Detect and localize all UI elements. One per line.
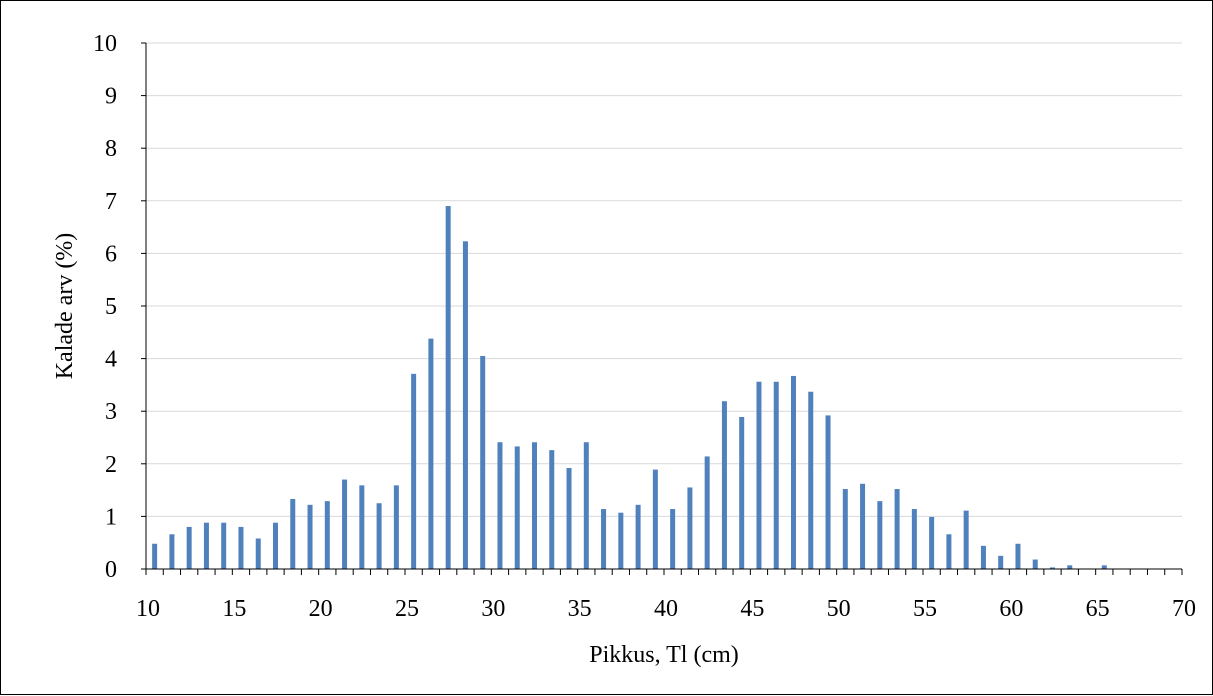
bars <box>152 206 1107 569</box>
bar <box>635 504 641 569</box>
y-tick-label: 7 <box>105 189 117 215</box>
bar <box>756 381 762 569</box>
x-tick-label: 35 <box>568 596 592 622</box>
axes <box>141 42 1183 575</box>
bar <box>929 516 935 569</box>
bar <box>583 442 589 569</box>
bar <box>1067 565 1073 569</box>
bar <box>359 485 365 569</box>
y-tick-label: 1 <box>105 504 117 530</box>
bar <box>670 509 676 569</box>
x-tick-label: 15 <box>222 596 246 622</box>
bar <box>238 526 244 569</box>
x-tick-label: 20 <box>309 596 333 622</box>
y-tick-label: 6 <box>105 241 117 267</box>
x-tick-label: 60 <box>999 596 1023 622</box>
y-tick-label: 0 <box>105 557 117 583</box>
x-tick-label: 30 <box>481 596 505 622</box>
x-axis-title: Pikkus, Tl (cm) <box>589 642 739 668</box>
y-tick-label: 10 <box>93 31 117 57</box>
y-tick-label: 5 <box>105 294 117 320</box>
bar <box>998 555 1004 569</box>
gridlines <box>146 42 1182 517</box>
x-tick-label: 65 <box>1086 596 1110 622</box>
bar <box>739 416 745 569</box>
x-tick-labels: 10 15 20 25 30 35 40 45 50 55 60 65 70 <box>136 596 1196 622</box>
bar <box>825 415 831 569</box>
bar <box>808 391 814 569</box>
x-tick-label: 55 <box>913 596 937 622</box>
bar <box>221 522 227 569</box>
bar <box>514 446 520 569</box>
bar <box>911 509 917 569</box>
bar <box>980 545 986 569</box>
bar <box>342 479 348 569</box>
bar <box>566 468 572 569</box>
bar <box>152 543 158 569</box>
bar <box>497 442 503 569</box>
y-tick-label: 9 <box>105 84 117 110</box>
bar <box>860 483 866 569</box>
bar <box>255 538 261 569</box>
bar <box>324 501 330 569</box>
bar <box>203 522 209 569</box>
bar <box>445 206 451 569</box>
x-tick-label: 70 <box>1172 596 1196 622</box>
y-tick-label: 3 <box>105 399 117 425</box>
bar <box>411 373 417 569</box>
bar <box>704 456 710 569</box>
y-tick-label: 8 <box>105 136 117 162</box>
bar <box>877 501 883 569</box>
bar <box>428 338 434 569</box>
x-tick-label: 50 <box>827 596 851 622</box>
bar <box>721 401 727 569</box>
bar <box>894 489 900 569</box>
bar <box>532 442 537 569</box>
bar <box>186 526 192 569</box>
bar <box>480 355 486 569</box>
bar <box>273 522 278 569</box>
bar <box>842 489 848 569</box>
y-tick-labels: 0 1 2 3 4 5 6 7 8 9 10 <box>93 31 117 583</box>
bar <box>652 469 658 569</box>
bar <box>376 503 382 569</box>
x-tick-label: 10 <box>136 596 160 622</box>
y-axis-title: Kalade arv (%) <box>52 233 78 380</box>
bar <box>290 499 296 569</box>
bar <box>549 450 555 569</box>
x-tick-label: 40 <box>654 596 678 622</box>
bar <box>791 375 796 569</box>
bar <box>1050 567 1055 569</box>
bar <box>393 485 399 569</box>
bar <box>601 509 607 569</box>
bar <box>462 241 468 569</box>
bar <box>307 504 313 569</box>
x-tick-label: 45 <box>740 596 764 622</box>
bar <box>963 510 969 569</box>
bar <box>1101 565 1107 569</box>
y-tick-label: 2 <box>105 452 117 478</box>
bar <box>1032 559 1038 569</box>
bar <box>618 512 624 569</box>
bar <box>773 381 779 569</box>
bar <box>687 487 693 569</box>
y-tick-label: 4 <box>105 347 117 373</box>
bar <box>946 534 952 569</box>
x-tick-label: 25 <box>395 596 419 622</box>
bar <box>169 534 175 569</box>
bar <box>1015 543 1021 569</box>
